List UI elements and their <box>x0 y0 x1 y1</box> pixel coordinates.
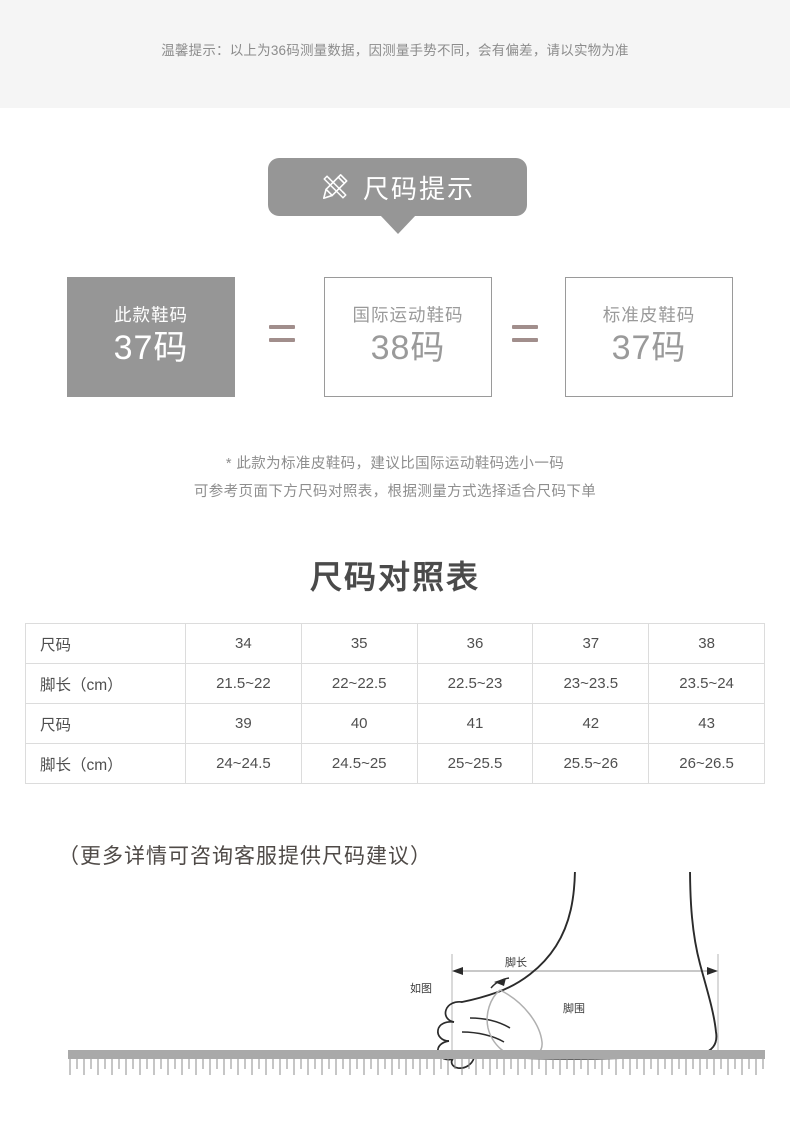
size-box-current-value: 37码 <box>113 329 189 368</box>
table-cell: 21.5~22 <box>185 663 302 704</box>
table-cell: 35 <box>300 623 418 664</box>
table-cell: 25~25.5 <box>416 743 534 784</box>
foot-length-arrow-left <box>452 967 463 975</box>
foot-girth-arrow-tail <box>490 977 510 989</box>
size-box-standard-leather-value: 37码 <box>611 329 687 368</box>
table-row: 尺码 39 40 41 42 43 <box>25 703 765 744</box>
customer-service-caption: （更多详情可咨询客服提供尺码建议） <box>58 845 432 868</box>
table-cell: 42 <box>532 703 650 744</box>
toe-crease-2 <box>461 1031 505 1043</box>
table-cell: 40 <box>300 703 418 744</box>
label-foot-length: 脚长 <box>505 955 527 969</box>
ruler-band <box>68 1050 765 1059</box>
table-cell: 22~22.5 <box>300 663 418 704</box>
foot-heel-back-line <box>689 872 718 1055</box>
notice-band: 温馨提示：以上为36码测量数据，因测量手势不同，会有偏差，请以实物为准 <box>0 0 790 108</box>
table-cell: 41 <box>416 703 534 744</box>
table-cell: 24.5~25 <box>300 743 418 784</box>
size-box-current-title: 此款鞋码 <box>114 304 188 325</box>
size-tip-badge: 尺码提示 <box>268 158 527 216</box>
size-note-line-2: 可参考页面下方尺码对照表，根据测量方式选择适合尺码下单 <box>193 484 597 500</box>
equals-sign-2 <box>512 325 538 347</box>
size-box-current: 此款鞋码 37码 <box>67 277 235 397</box>
table-cell: 26~26.5 <box>648 743 765 784</box>
size-compare-row: 此款鞋码 37码 国际运动鞋码 38码 标准皮鞋码 37码 <box>0 277 790 399</box>
table-cell: 37 <box>532 623 650 664</box>
size-tip-badge-wrap: 尺码提示 <box>0 158 790 246</box>
toe-1 <box>444 1000 463 1023</box>
table-row: 尺码 34 35 36 37 38 <box>25 623 765 664</box>
table-cell: 43 <box>648 703 765 744</box>
table-row: 脚长（cm） 24~24.5 24.5~25 25~25.5 25.5~26 2… <box>25 743 765 784</box>
size-box-standard-leather: 标准皮鞋码 37码 <box>565 277 733 397</box>
table-cell: 22.5~23 <box>416 663 534 704</box>
size-box-international-title: 国际运动鞋码 <box>352 304 464 325</box>
table-cell: 23~23.5 <box>532 663 650 704</box>
size-box-international: 国际运动鞋码 38码 <box>324 277 492 397</box>
table-row: 脚长（cm） 21.5~22 22~22.5 22.5~23 23~23.5 2… <box>25 663 765 704</box>
size-chart-table: 尺码 34 35 36 37 38 脚长（cm） 21.5~22 22~22.5… <box>25 623 765 784</box>
table-cell: 36 <box>416 623 534 664</box>
toe-4 <box>450 1057 475 1069</box>
foot-girth-band <box>486 989 543 1059</box>
pencil-ruler-icon <box>322 174 348 200</box>
foot-instep-line <box>461 872 576 1003</box>
equals-sign-1 <box>269 325 295 347</box>
table-cell: 38 <box>648 623 765 664</box>
size-note-block: * 此款为标准皮鞋码，建议比国际运动鞋码选小一码 可参考页面下方尺码对照表，根据… <box>0 450 790 506</box>
foot-measurement-diagram: 如图 脚长 脚围 <box>68 872 765 1075</box>
toe-2 <box>437 1020 455 1042</box>
row-label: 脚长（cm） <box>25 663 186 704</box>
table-cell: 34 <box>185 623 302 664</box>
table-cell: 39 <box>185 703 302 744</box>
table-cell: 25.5~26 <box>532 743 650 784</box>
row-label: 尺码 <box>25 623 186 664</box>
notice-text: 温馨提示：以上为36码测量数据，因测量手势不同，会有偏差，请以实物为准 <box>161 43 629 58</box>
label-foot-girth: 脚围 <box>563 1001 585 1015</box>
row-label: 尺码 <box>25 703 186 744</box>
size-box-standard-leather-title: 标准皮鞋码 <box>602 304 696 325</box>
ruler-ticks <box>69 1059 764 1075</box>
size-chart-title: 尺码对照表 <box>309 559 480 595</box>
label-as-shown: 如图 <box>410 981 432 995</box>
table-cell: 24~24.5 <box>185 743 302 784</box>
row-label: 脚长（cm） <box>25 743 186 784</box>
toe-crease-1 <box>469 1017 511 1029</box>
table-cell: 23.5~24 <box>648 663 765 704</box>
foot-length-arrow-right <box>707 967 718 975</box>
size-box-international-value: 38码 <box>370 329 446 368</box>
size-note-line-1: * 此款为标准皮鞋码，建议比国际运动鞋码选小一码 <box>225 456 565 472</box>
badge-label: 尺码提示 <box>362 173 475 204</box>
badge-tail <box>380 215 416 234</box>
